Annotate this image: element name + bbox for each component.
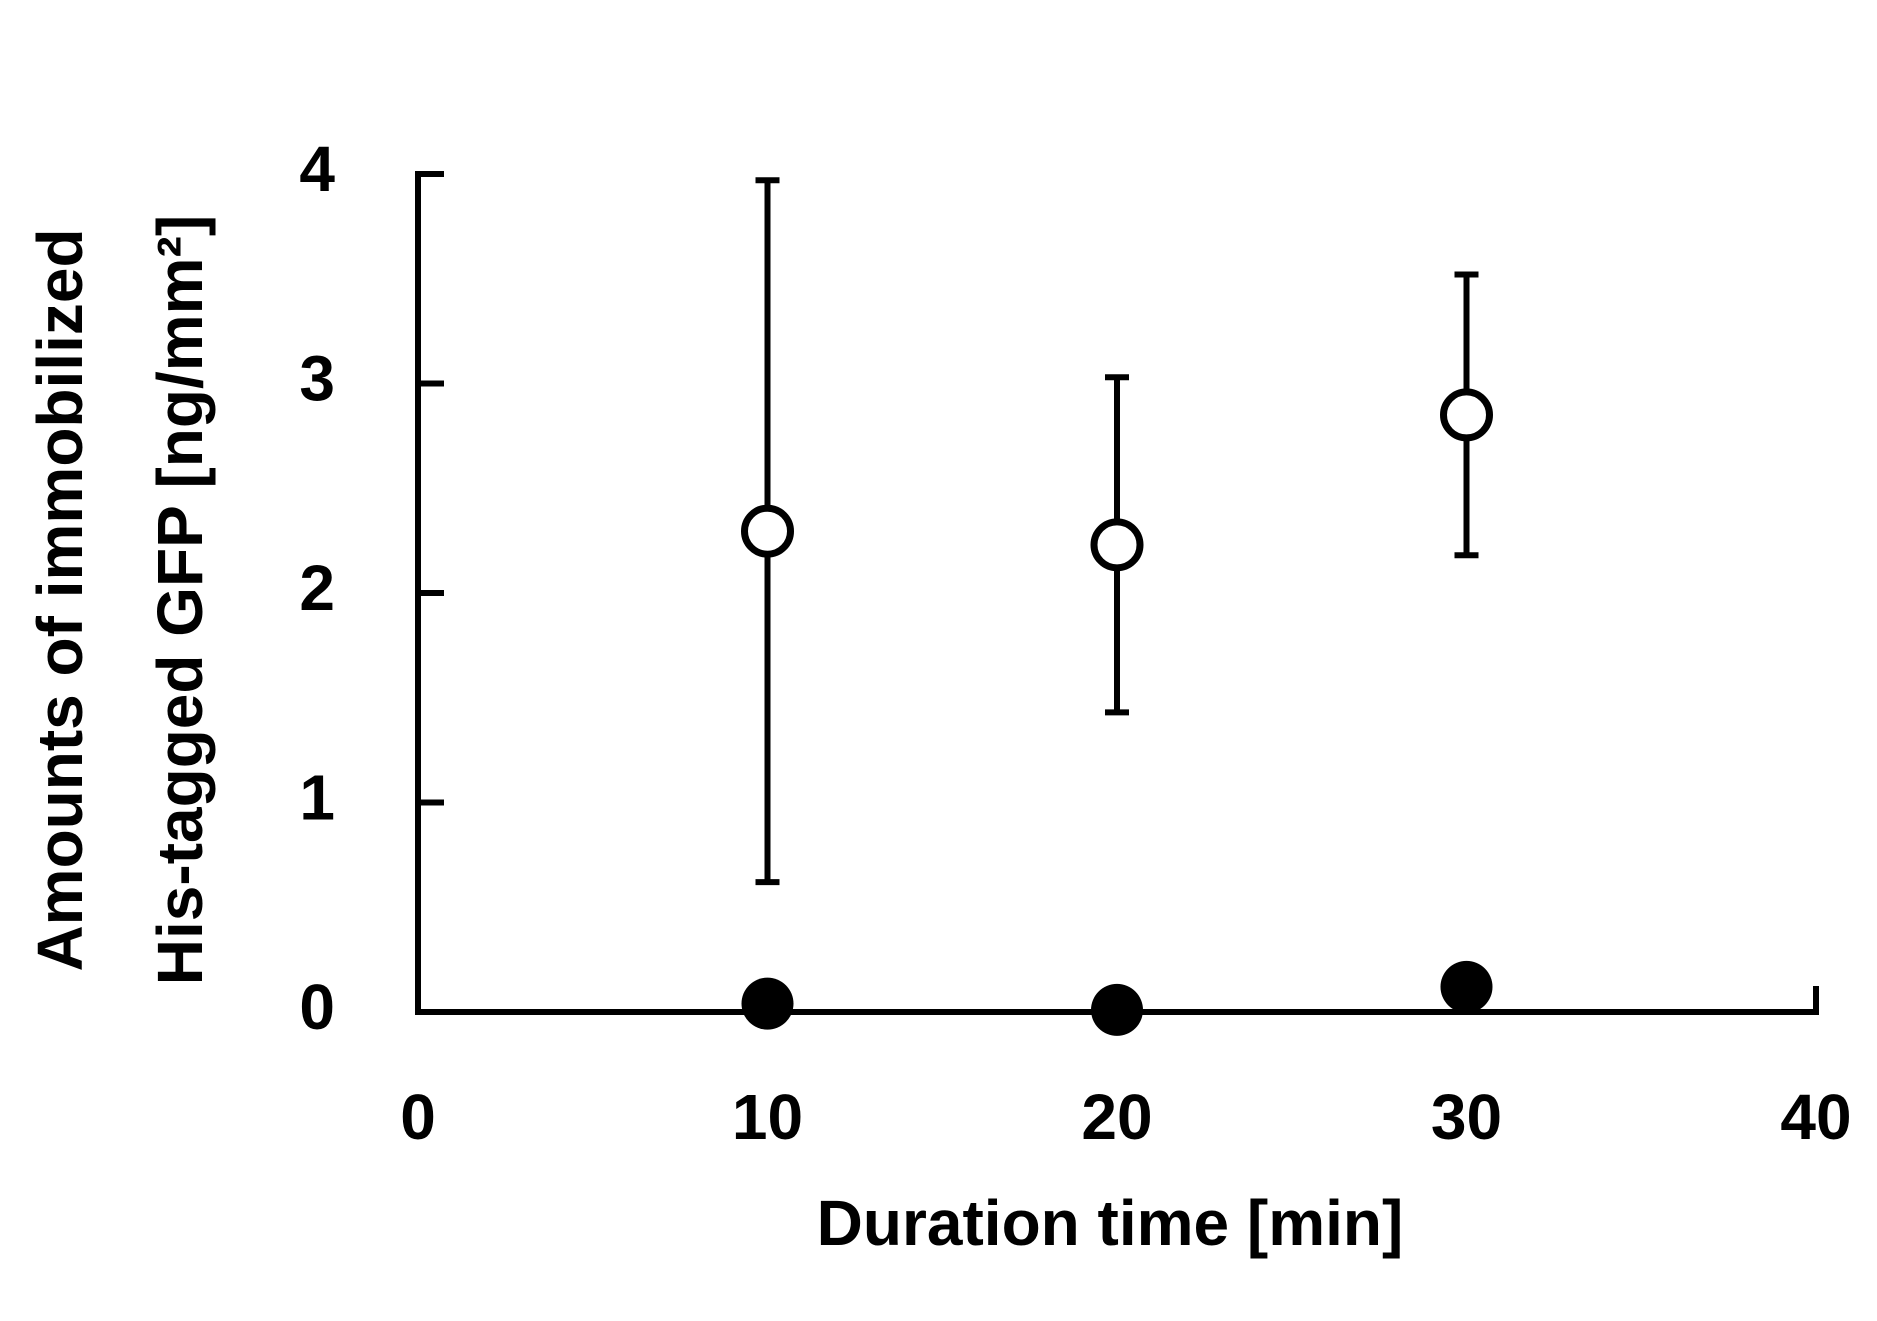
- marker: [1440, 960, 1493, 1013]
- marker: [741, 504, 794, 558]
- y-tick-label: 2: [299, 552, 335, 624]
- y-axis-label: His-tagged GFP [ng/mm²]: [144, 215, 216, 985]
- x-axis-label: Duration time [min]: [817, 1187, 1404, 1259]
- y-tick-label: 4: [299, 133, 335, 205]
- x-tick-label: 40: [1780, 1081, 1851, 1153]
- marker: [1091, 983, 1143, 1036]
- y-tick-label: 0: [299, 971, 335, 1043]
- x-tick-label: 0: [400, 1081, 436, 1153]
- y-tick-label: 1: [299, 761, 335, 833]
- y-axis-label: Amounts of immobilized: [24, 228, 96, 971]
- y-tick-label: 3: [299, 342, 335, 414]
- x-tick-label: 30: [1431, 1081, 1502, 1153]
- marker: [1440, 388, 1493, 442]
- x-tick-label: 10: [732, 1081, 803, 1153]
- marker: [741, 977, 794, 1030]
- marker: [1090, 518, 1144, 572]
- x-tick-label: 20: [1081, 1081, 1152, 1153]
